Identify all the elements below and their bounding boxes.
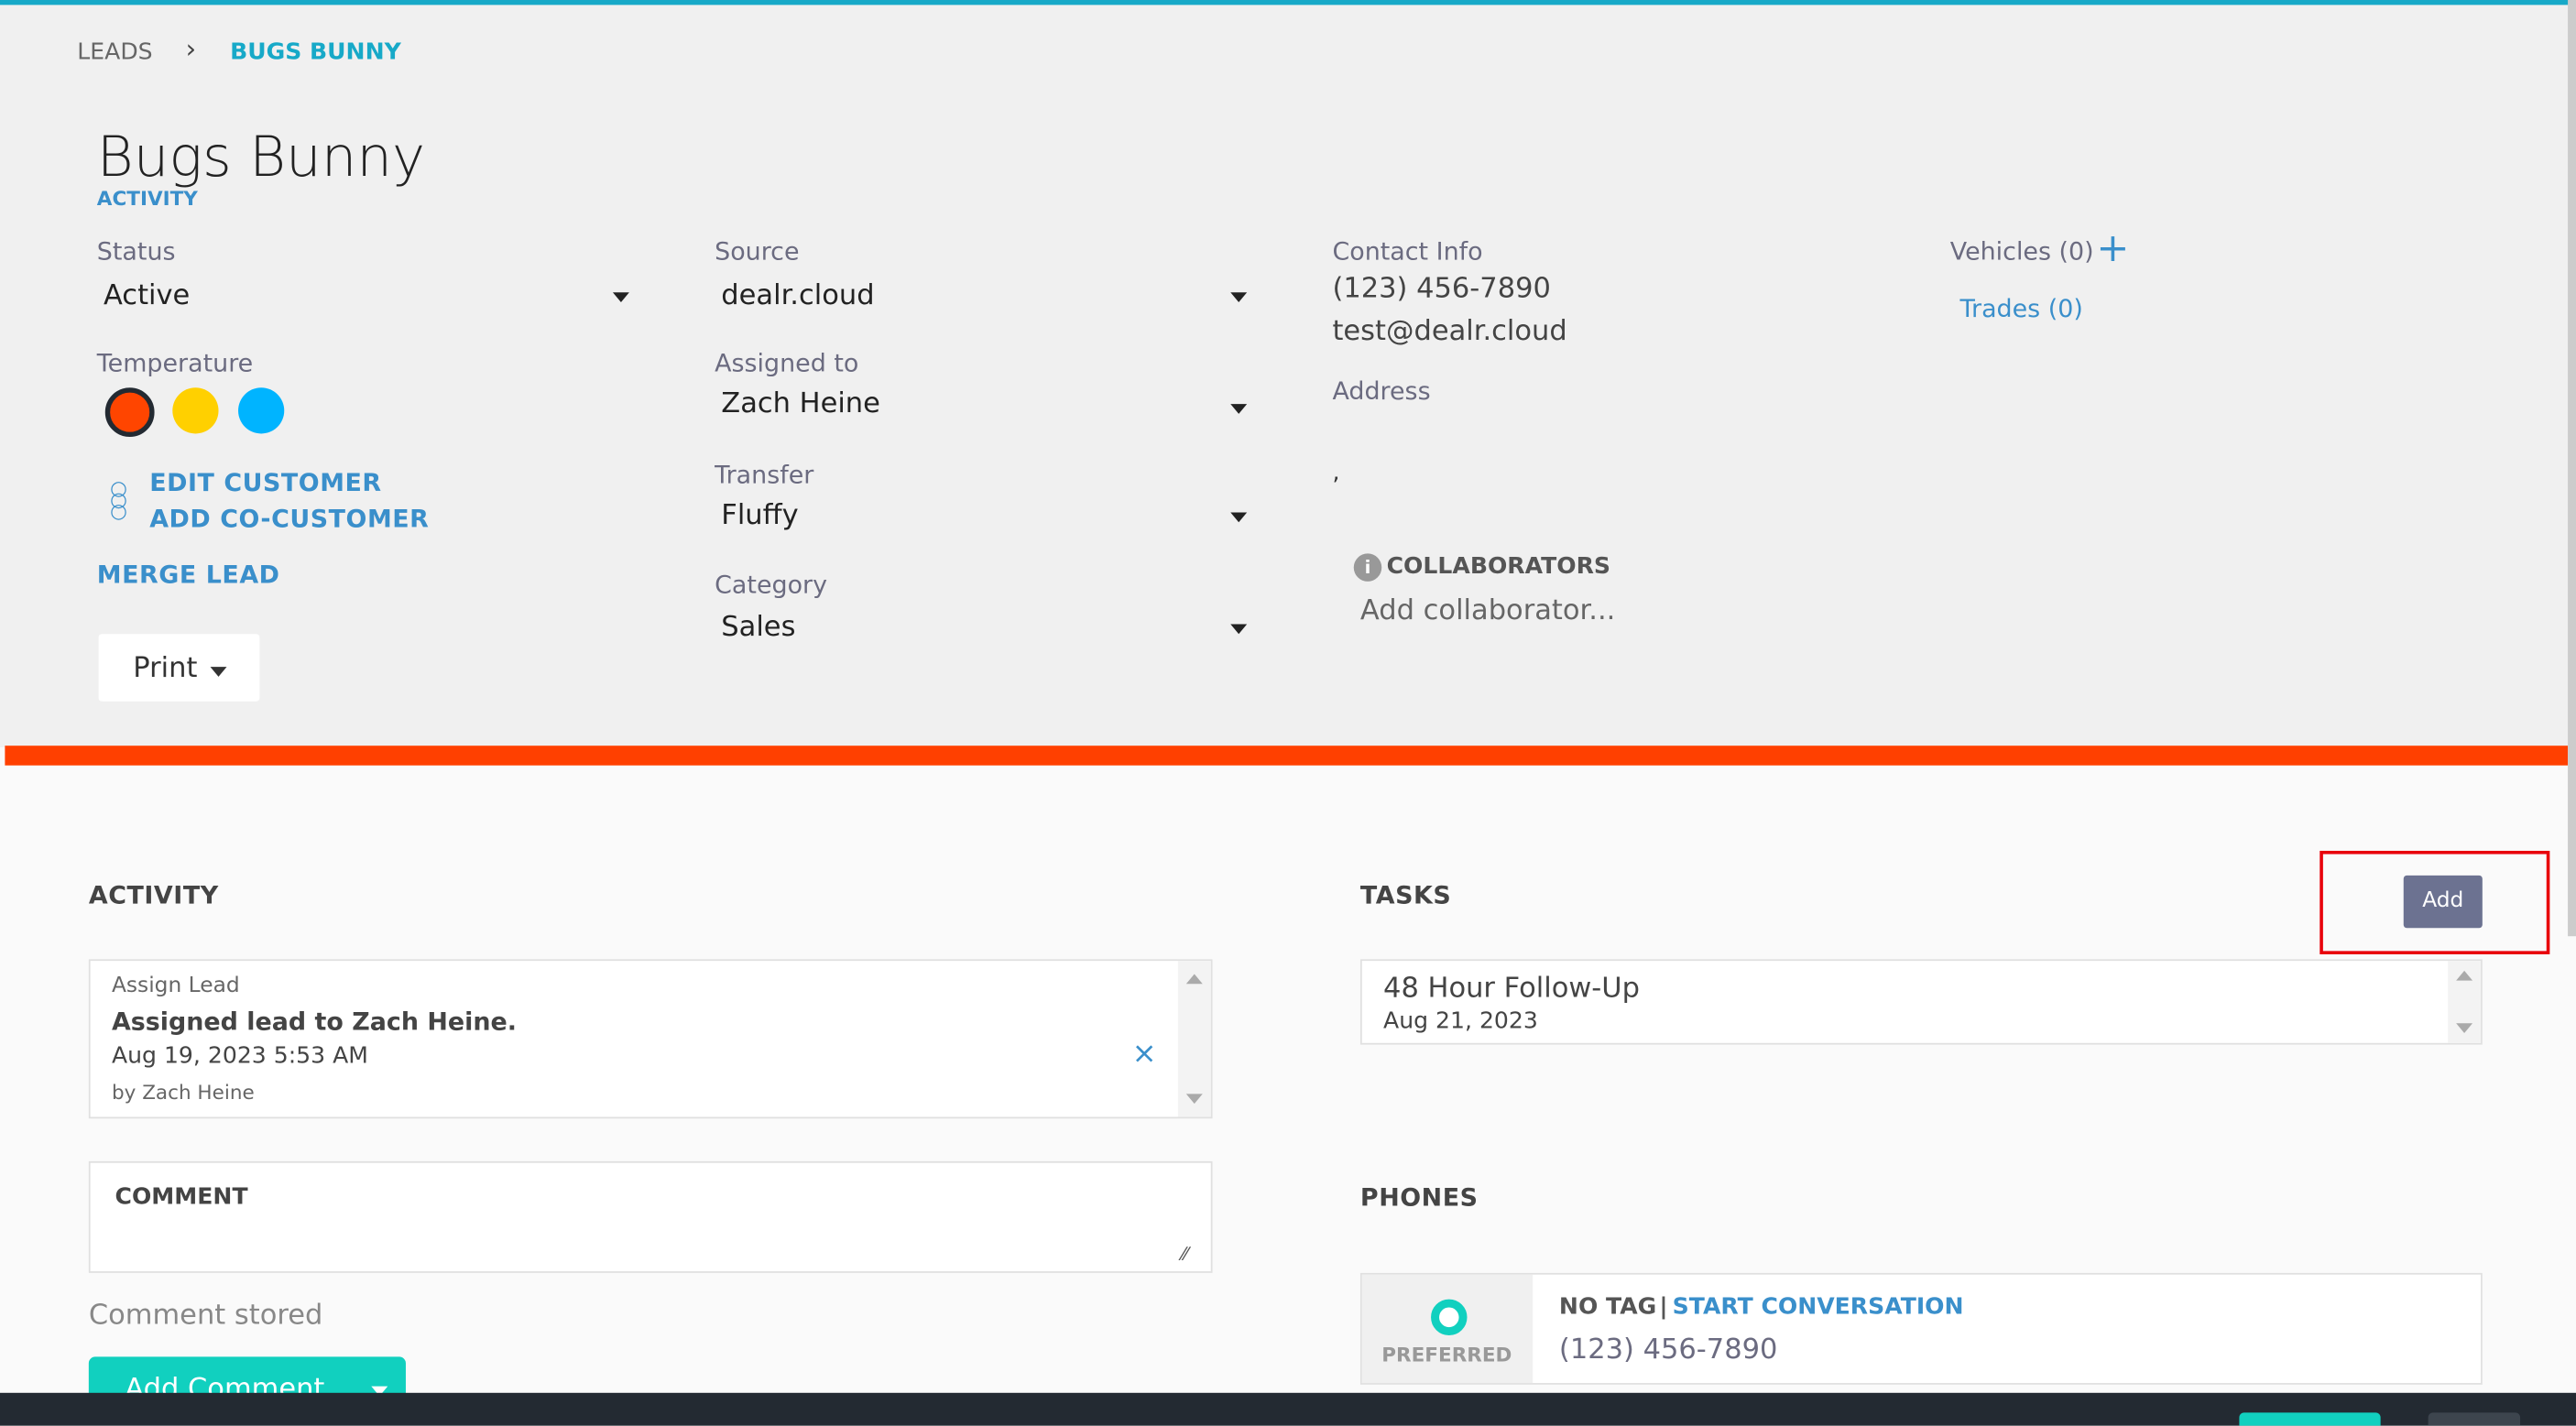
contact-info-label: Contact Info [1332, 236, 1483, 267]
assigned-value: Zach Heine [721, 387, 880, 421]
task-date: Aug 21, 2023 [1383, 1008, 1538, 1035]
footer-primary-button[interactable] [2239, 1412, 2381, 1426]
activity-scrollbar[interactable] [1177, 961, 1211, 1117]
phone-number: (123) 456-7890 [1558, 1333, 1778, 1367]
category-label: Category [715, 570, 828, 600]
tab-activity[interactable]: ACTIVITY [96, 187, 198, 211]
lead-header [0, 0, 2576, 5]
caret-down-icon [371, 1386, 388, 1397]
comment-status: Comment stored [88, 1299, 323, 1333]
activity-title: ACTIVITY [88, 880, 219, 910]
edit-customer-link[interactable]: EDIT CUSTOMER [149, 468, 382, 498]
assigned-label: Assigned to [715, 348, 859, 378]
add-vehicle-plus-icon[interactable]: + [2096, 224, 2130, 271]
preferred-label: PREFERRED [1381, 1344, 1512, 1367]
resize-handle-icon[interactable]: ⁄⁄ [1182, 1243, 1188, 1265]
print-button[interactable]: Print [98, 634, 260, 702]
print-label: Print [133, 651, 198, 685]
breadcrumb-leads[interactable]: LEADS [77, 39, 153, 66]
category-select[interactable]: Sales [715, 611, 1257, 654]
breadcrumb-current: BUGS BUNNY [230, 39, 401, 66]
merge-lead-link[interactable]: MERGE LEAD [96, 560, 280, 590]
highlight-box [2319, 850, 2550, 954]
preferred-radio-icon[interactable] [1431, 1299, 1468, 1336]
preferred-panel: PREFERRED [1361, 1274, 1534, 1384]
chevron-down-icon [612, 292, 629, 302]
close-icon[interactable]: × [1131, 1036, 1157, 1072]
bottom-bar [0, 1392, 2576, 1426]
source-label: Source [715, 236, 800, 267]
category-value: Sales [721, 611, 796, 645]
page-title: Bugs Bunny [96, 125, 426, 191]
transfer-value: Fluffy [721, 499, 799, 533]
assigned-select[interactable]: Zach Heine [715, 387, 1257, 430]
start-conversation-link[interactable]: START CONVERSATION [1672, 1294, 1964, 1321]
temperature-hot[interactable] [104, 387, 155, 438]
tasks-title: TASKS [1359, 880, 1452, 910]
temperature-label: Temperature [96, 348, 254, 378]
status-select[interactable]: Active [97, 276, 639, 319]
tasks-list: 48 Hour Follow-Up Aug 21, 2023 [1359, 959, 2483, 1045]
trades-link[interactable]: Trades (0) [1959, 294, 2083, 324]
add-task-button[interactable]: Add [2403, 875, 2483, 929]
comment-label: COMMENT [115, 1184, 248, 1211]
transfer-label: Transfer [715, 460, 814, 490]
chevron-down-icon [1230, 624, 1248, 635]
chevron-down-icon [1230, 292, 1248, 302]
source-select[interactable]: dealr.cloud [715, 276, 1257, 319]
collaborators-label: COLLABORATORS [1386, 553, 1611, 581]
status-value: Active [103, 278, 191, 312]
contact-phone: (123) 456-7890 [1332, 272, 1551, 306]
tasks-scrollbar[interactable] [2448, 961, 2482, 1043]
add-collaborator-input[interactable]: Add collaborator... [1359, 594, 1616, 628]
phones-title: PHONES [1359, 1182, 1479, 1213]
temperature-warm[interactable] [172, 387, 219, 434]
address-value: , [1332, 460, 1340, 486]
add-co-customer-link[interactable]: ADD CO-CUSTOMER [149, 504, 430, 534]
task-title[interactable]: 48 Hour Follow-Up [1383, 972, 1640, 1006]
chevron-down-icon [1230, 404, 1248, 414]
contact-email: test@dealr.cloud [1332, 315, 1567, 349]
caret-down-icon [210, 667, 227, 677]
source-value: dealr.cloud [721, 278, 875, 312]
footer-secondary-button[interactable] [2428, 1412, 2521, 1426]
chevron-right-icon: › [185, 32, 197, 64]
info-icon: i [1353, 553, 1382, 582]
phone-tag: NO TAG [1558, 1294, 1657, 1321]
address-label: Address [1332, 376, 1431, 406]
activity-text: Assigned lead to Zach Heine. [111, 1007, 517, 1037]
chevron-down-icon [1230, 512, 1248, 523]
activity-author: by Zach Heine [111, 1081, 255, 1105]
status-label: Status [96, 236, 176, 267]
page-scrollbar[interactable] [2568, 0, 2576, 937]
temperature-cold[interactable] [238, 387, 285, 434]
temperature-stripe [5, 746, 2569, 766]
transfer-select[interactable]: Fluffy [715, 499, 1257, 542]
phone-card: PREFERRED NO TAG | START CONVERSATION (1… [1359, 1272, 2483, 1385]
more-options-icon[interactable]: ○ ○ ○ [110, 476, 127, 523]
activity-date: Aug 19, 2023 5:53 AM [111, 1042, 368, 1070]
comment-input[interactable]: COMMENT ⁄⁄ [88, 1160, 1213, 1273]
activity-list: Assign Lead Assigned lead to Zach Heine.… [88, 959, 1213, 1119]
activity-type: Assign Lead [111, 974, 240, 999]
separator: | [1659, 1294, 1668, 1321]
vehicles-label: Vehicles (0) [1949, 236, 2094, 267]
